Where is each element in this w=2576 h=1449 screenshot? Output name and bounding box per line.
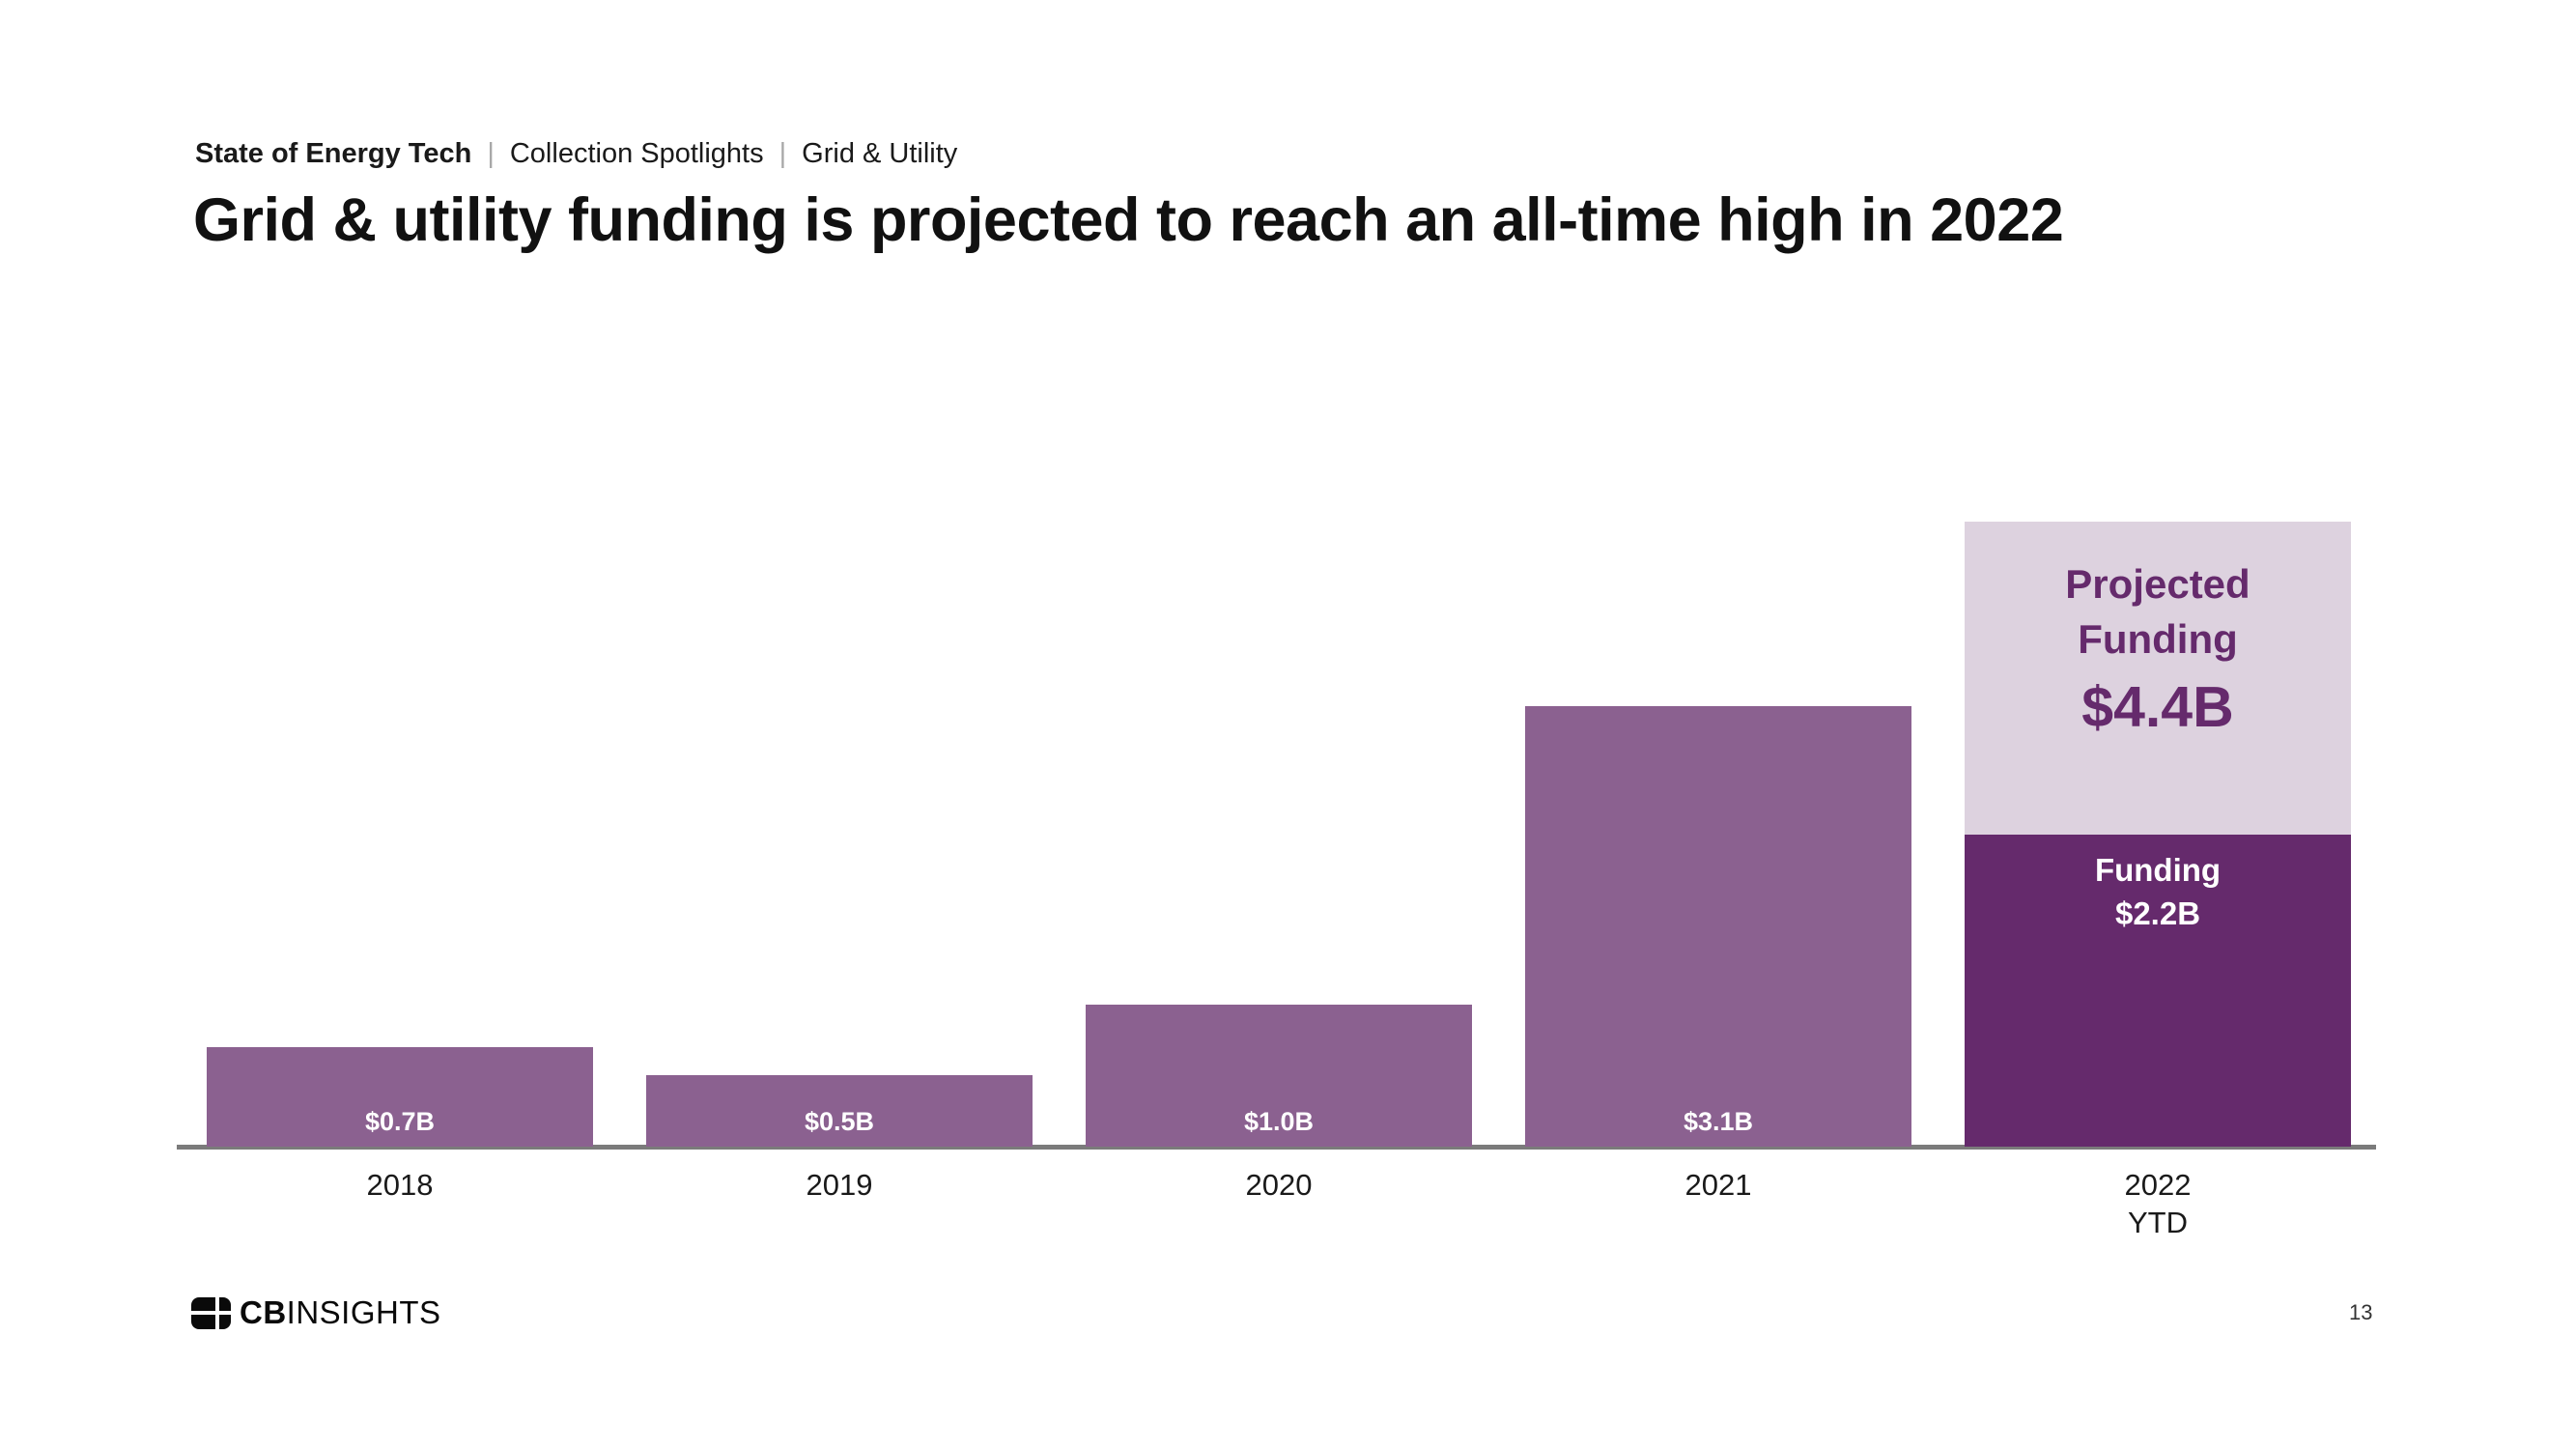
breadcrumb-subsection: Grid & Utility [802, 138, 958, 169]
cbinsights-logo-icon [191, 1296, 231, 1329]
funding-label: Funding $2.2B [1965, 835, 2351, 935]
page-number: 13 [2349, 1300, 2373, 1324]
projected-funding-label: Projected Funding $4.4B [1965, 522, 2351, 738]
breadcrumb-section: Collection Spotlights [509, 138, 764, 169]
logo-text-bold: CB [240, 1294, 287, 1330]
bar-value-label: $0.7B [364, 1107, 436, 1136]
funding-label-value: $2.2B [2114, 895, 2201, 931]
projected-value: $4.4B [2081, 675, 2234, 739]
x-axis-label-2022: 2022 YTD [1965, 1166, 2351, 1241]
bar-2020: $1.0B [1086, 1005, 1472, 1147]
bar-2018: $0.7B [207, 1047, 593, 1147]
cbinsights-logo-text: CBINSIGHTS [240, 1294, 441, 1331]
bar-value-label: $3.1B [1683, 1107, 1754, 1136]
projected-label-line1: Projected [2065, 561, 2250, 607]
bar-2022-projected-segment: Projected Funding $4.4B [1965, 522, 2351, 835]
x-axis-label-2021: 2021 [1525, 1166, 1911, 1204]
x-axis-label-2019: 2019 [646, 1166, 1033, 1204]
cbinsights-logo: CBINSIGHTS [191, 1294, 441, 1331]
bar-2019: $0.5B [646, 1075, 1033, 1147]
x-axis-label-line: YTD [2128, 1206, 2188, 1239]
x-axis-label-line: 2021 [1684, 1168, 1752, 1202]
x-axis-label-line: 2020 [1245, 1168, 1313, 1202]
x-axis-label-2020: 2020 [1086, 1166, 1472, 1204]
breadcrumb-separator: | [487, 138, 495, 169]
x-axis-label-2018: 2018 [207, 1166, 593, 1204]
bar-2021: $3.1B [1525, 706, 1911, 1147]
x-axis-label-line: 2022 [2124, 1168, 2192, 1202]
breadcrumb-separator: | [778, 138, 787, 169]
breadcrumb: State of Energy Tech | Collection Spotli… [195, 138, 957, 170]
x-axis-label-line: 2019 [806, 1168, 873, 1202]
bar-value-label: $1.0B [1243, 1107, 1315, 1136]
bar-value-label: $0.5B [804, 1107, 875, 1136]
logo-text-rest: INSIGHTS [286, 1294, 441, 1330]
projected-label-line2: Funding [2078, 616, 2238, 662]
funding-label-title: Funding [2094, 852, 2222, 888]
x-axis-line [177, 1145, 2376, 1150]
x-axis-label-line: 2018 [366, 1168, 434, 1202]
page-title: Grid & utility funding is projected to r… [193, 186, 2064, 254]
breadcrumb-report-name: State of Energy Tech [195, 138, 472, 169]
bar-2022-funding-segment: Funding $2.2B [1965, 835, 2351, 1147]
